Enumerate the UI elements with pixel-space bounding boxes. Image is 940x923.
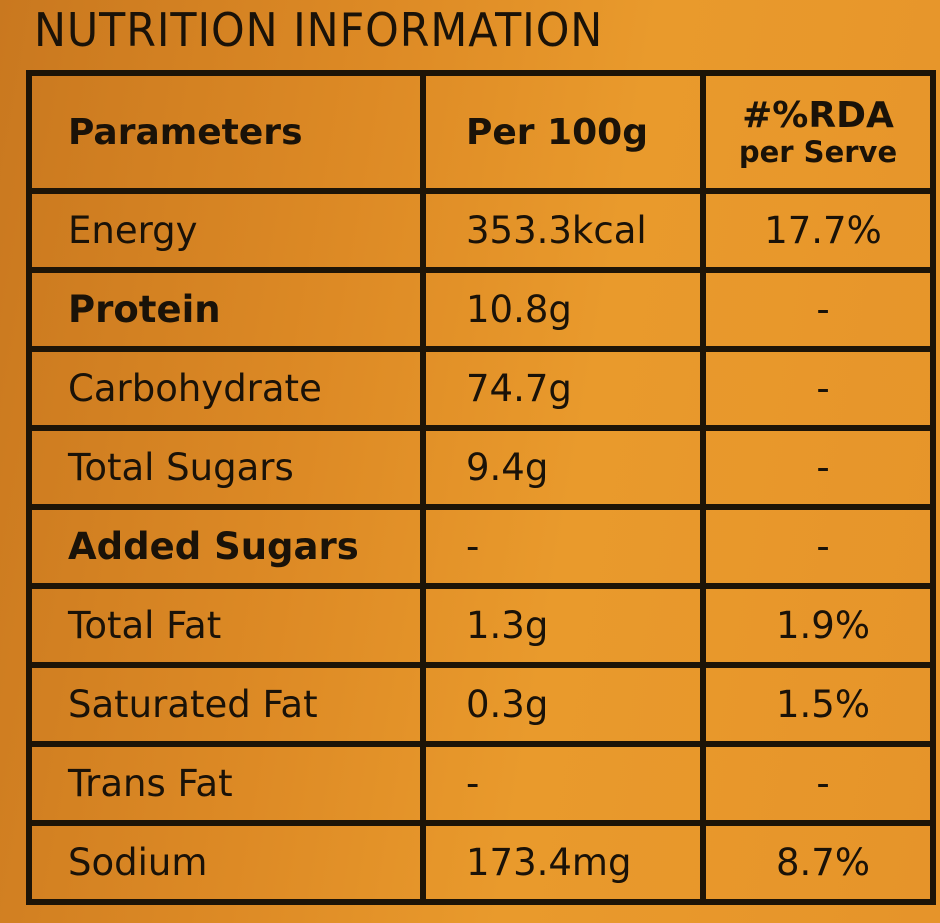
row-per-100g: 10.8g — [420, 267, 706, 352]
table-row: Protein 10.8g - — [26, 267, 936, 352]
row-per-100g: - — [420, 741, 706, 826]
table-row: Carbohydrate 74.7g - — [26, 346, 936, 431]
row-rda: 8.7% — [700, 820, 936, 905]
row-rda: - — [700, 425, 936, 510]
header-parameters: Parameters — [26, 70, 426, 194]
row-per-100g: - — [420, 504, 706, 589]
row-parameter: Total Sugars — [26, 425, 426, 510]
row-per-100g: 353.3kcal — [420, 188, 706, 273]
table-row: Saturated Fat 0.3g 1.5% — [26, 662, 936, 747]
row-parameter: Carbohydrate — [26, 346, 426, 431]
row-rda: - — [700, 504, 936, 589]
row-per-100g: 0.3g — [420, 662, 706, 747]
row-per-100g: 9.4g — [420, 425, 706, 510]
header-rda-sublabel: per Serve — [738, 135, 898, 170]
row-parameter: Saturated Fat — [26, 662, 426, 747]
table-row: Total Sugars 9.4g - — [26, 425, 936, 510]
row-parameter: Energy — [26, 188, 426, 273]
row-rda: - — [700, 741, 936, 826]
header-per-100g: Per 100g — [420, 70, 706, 194]
table-row: Added Sugars - - — [26, 504, 936, 589]
row-parameter: Total Fat — [26, 583, 426, 668]
table-row: Total Fat 1.3g 1.9% — [26, 583, 936, 668]
row-rda: - — [700, 346, 936, 431]
row-per-100g: 74.7g — [420, 346, 706, 431]
row-rda: 1.9% — [700, 583, 936, 668]
row-rda: 17.7% — [700, 188, 936, 273]
nutrition-table: Parameters Per 100g #%RDA per Serve Ener… — [26, 70, 936, 905]
table-header-row: Parameters Per 100g #%RDA per Serve — [26, 70, 936, 194]
row-rda: 1.5% — [700, 662, 936, 747]
row-parameter: Sodium — [26, 820, 426, 905]
row-per-100g: 1.3g — [420, 583, 706, 668]
header-rda-label: #%RDA — [742, 94, 894, 136]
row-parameter: Trans Fat — [26, 741, 426, 826]
nutrition-title: NUTRITION INFORMATION — [34, 3, 604, 57]
row-parameter: Added Sugars — [26, 504, 426, 589]
table-row: Energy 353.3kcal 17.7% — [26, 188, 936, 273]
table-row: Trans Fat - - — [26, 741, 936, 826]
row-rda: - — [700, 267, 936, 352]
table-row: Sodium 173.4mg 8.7% — [26, 820, 936, 905]
row-parameter: Protein — [26, 267, 426, 352]
row-per-100g: 173.4mg — [420, 820, 706, 905]
header-rda: #%RDA per Serve — [700, 70, 936, 194]
